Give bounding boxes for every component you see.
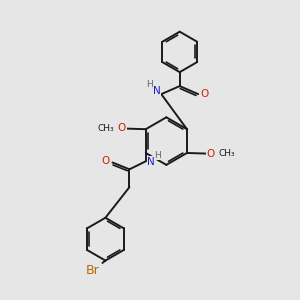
Text: O: O — [201, 89, 209, 99]
Text: O: O — [102, 156, 110, 166]
Text: O: O — [118, 123, 126, 133]
Text: H: H — [146, 80, 153, 89]
Text: N: N — [147, 157, 155, 167]
Text: H: H — [154, 151, 161, 160]
Text: Br: Br — [86, 264, 100, 277]
Text: CH₃: CH₃ — [219, 149, 236, 158]
Text: O: O — [207, 148, 215, 159]
Text: CH₃: CH₃ — [97, 124, 114, 133]
Text: N: N — [153, 85, 160, 96]
